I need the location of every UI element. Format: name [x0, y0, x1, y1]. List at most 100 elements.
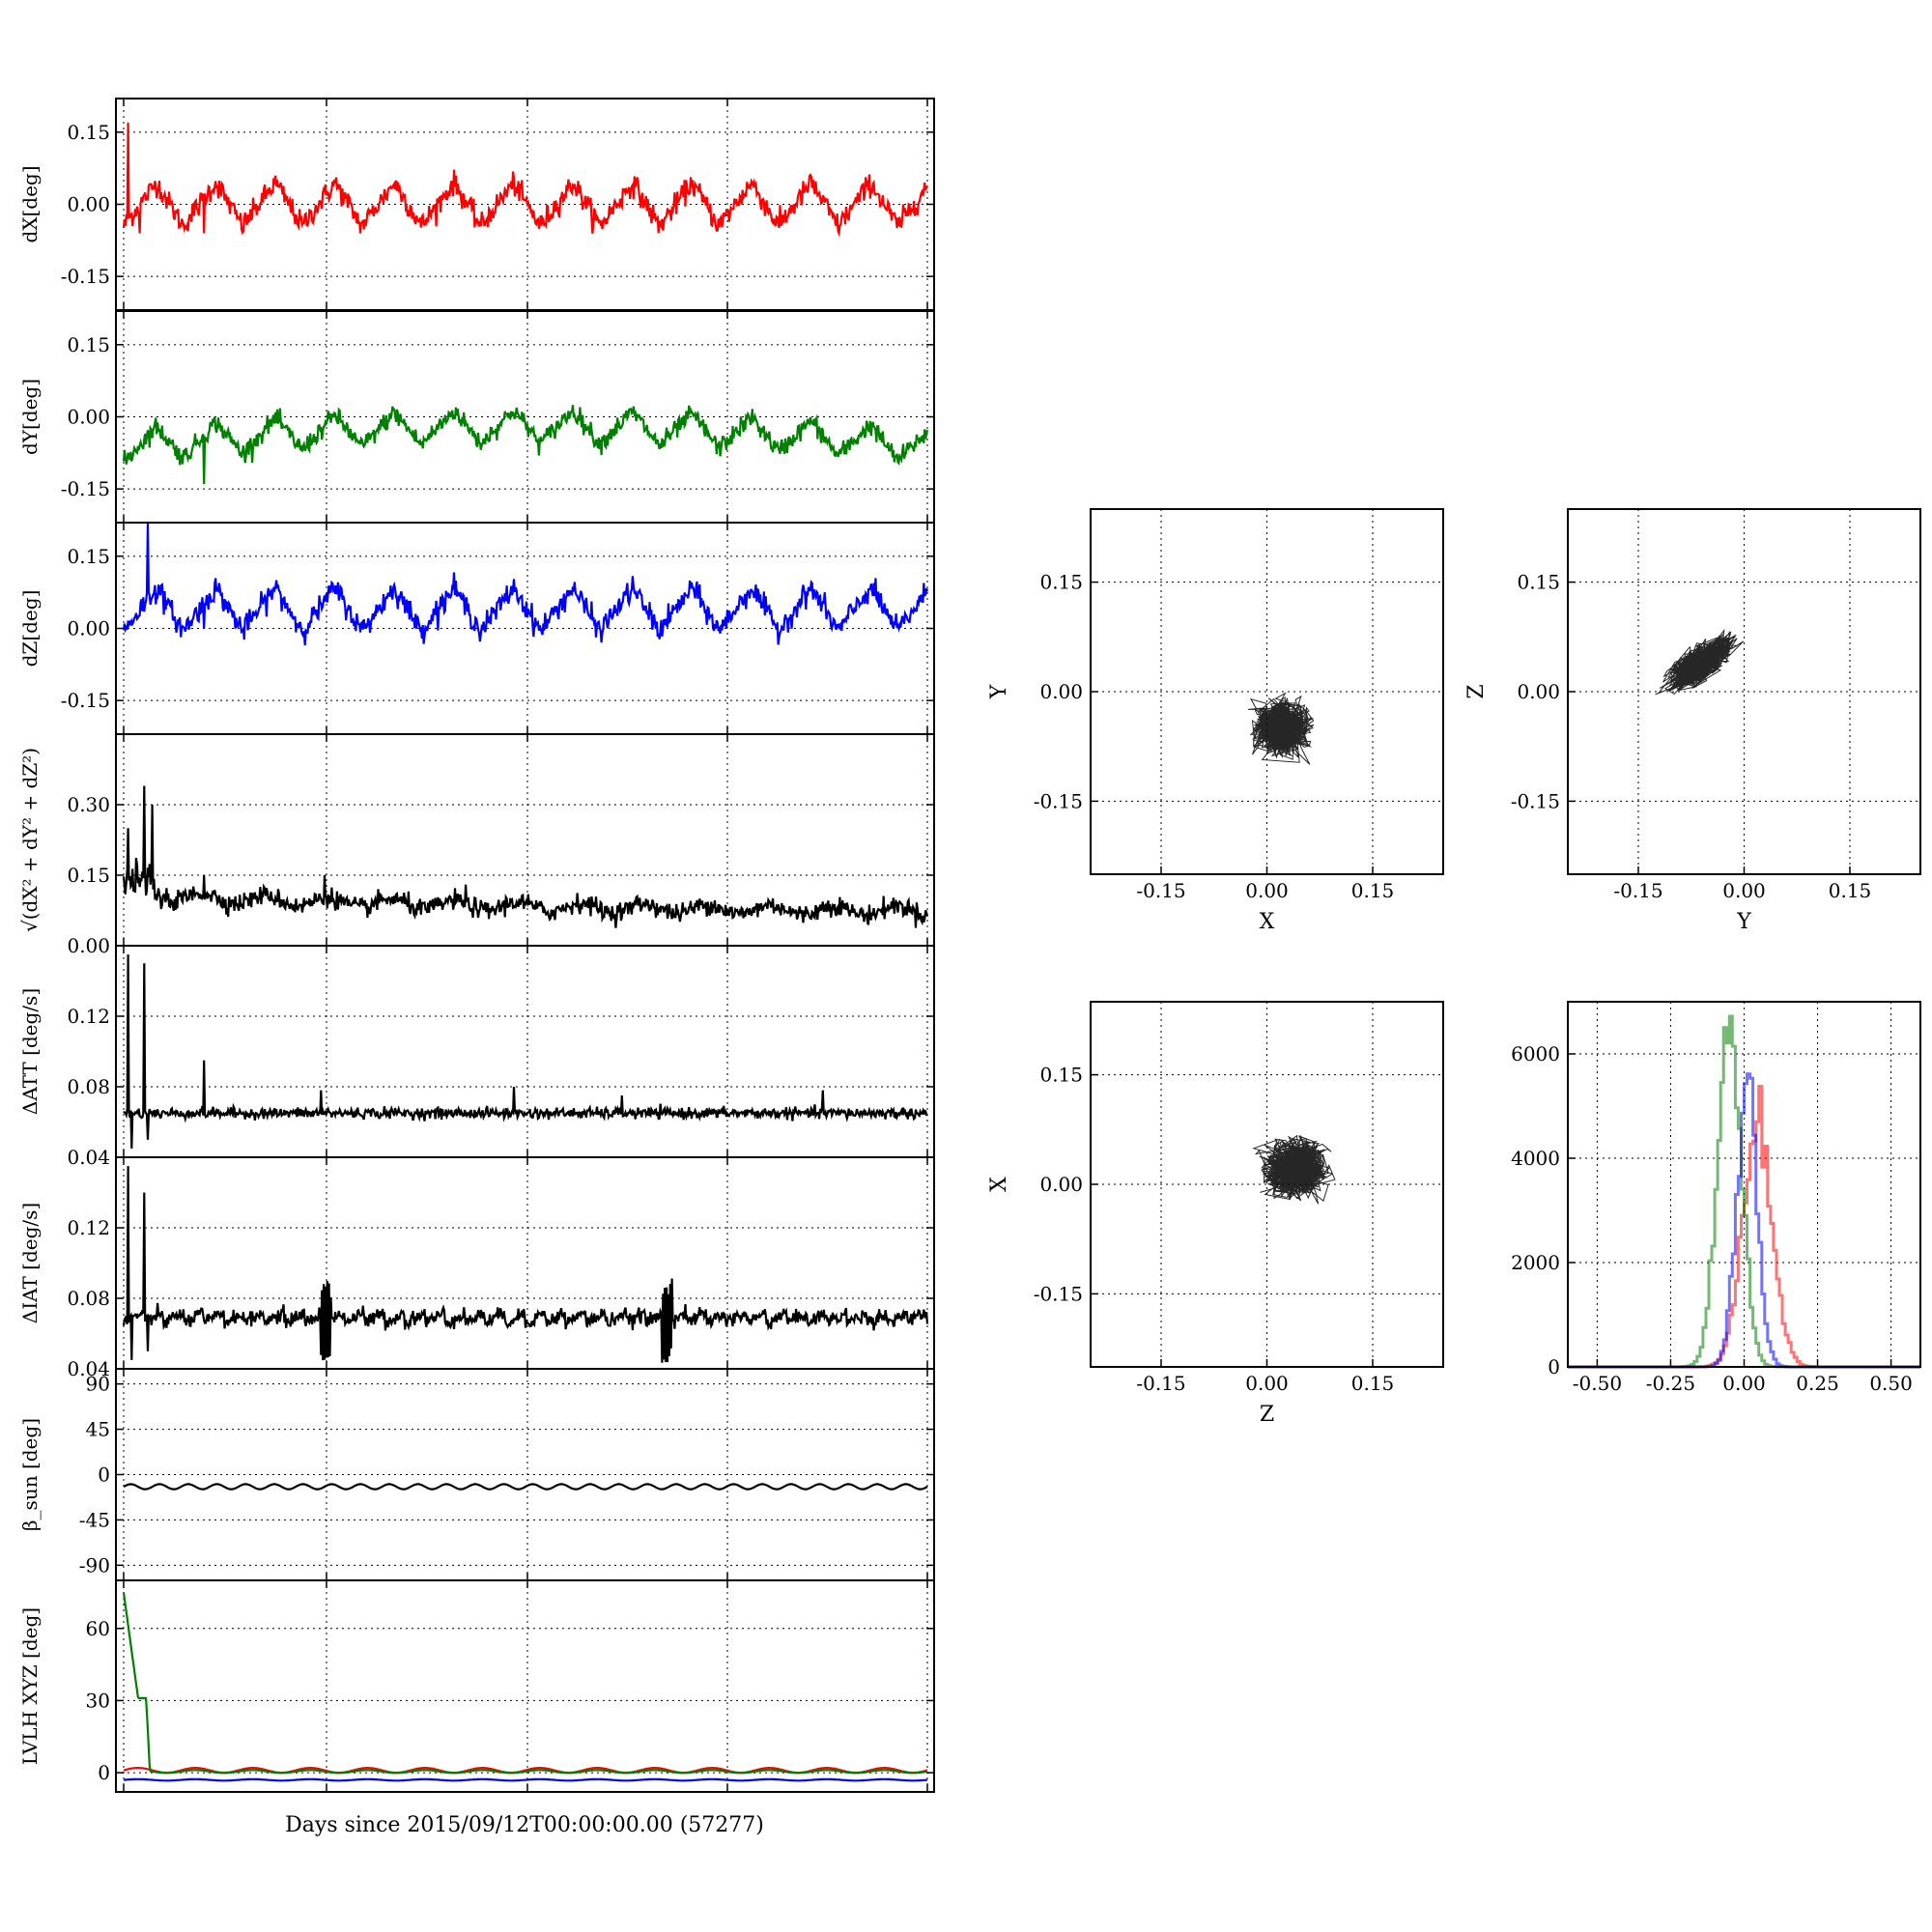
panel-sc_yz: -0.15 0.00 0.15 0.15 0.00 -0.15 Y Z: [1464, 508, 1921, 934]
y-tick-label: 0.15: [1517, 571, 1560, 594]
y-axis-label: X: [987, 1177, 1011, 1192]
y-axis-label: dX[deg]: [18, 165, 42, 242]
series-line-blue: [123, 1777, 927, 1782]
y-axis-label: ΔATT [deg/s]: [18, 988, 42, 1115]
x-tick-label: -0.50: [1573, 1372, 1622, 1395]
x-tick-label: 0.00: [1722, 879, 1766, 902]
y-axis-label: LVLH XYZ [deg]: [18, 1607, 42, 1765]
y-tick-label: -0.15: [61, 265, 110, 288]
panel-frame: [115, 1579, 935, 1793]
trajectory-path: [1655, 628, 1745, 696]
y-tick-label: 0.00: [1039, 1173, 1083, 1196]
y-tick-label: -0.15: [1034, 789, 1083, 812]
series-line-black: [122, 785, 929, 928]
x-axis-label: X: [1260, 910, 1275, 934]
panel-ts_diat: 0.12 0.08 0.04 ΔIAT [deg/s]: [18, 1156, 935, 1380]
x-tick-label: 0.25: [1796, 1372, 1839, 1395]
y-tick-label: 2000: [1511, 1251, 1560, 1274]
y-tick-label: -90: [79, 1553, 110, 1577]
y-tick-label: 0.00: [67, 406, 110, 429]
x-tick-label: -0.15: [1613, 879, 1662, 902]
series-line-green: [122, 1592, 928, 1775]
y-tick-label: 0.15: [1039, 571, 1083, 594]
y-tick-label: -0.15: [1511, 789, 1560, 812]
y-tick-label: 0: [98, 1463, 110, 1487]
panel-ts_dz: 0.15 0.00 -0.15 dZ[deg]: [18, 522, 935, 735]
panel-ts_beta: 90 45 0 -45 -90 β_sun [deg]: [18, 1368, 935, 1581]
x-axis-label: Y: [1736, 910, 1751, 934]
panel-frame: [1090, 508, 1444, 875]
panel-ts_dy: 0.15 0.00 -0.15 dY[deg]: [18, 310, 935, 524]
x-tick-label: -0.25: [1646, 1372, 1695, 1395]
panel-frame: [1567, 1001, 1921, 1368]
y-tick-label: 0.04: [67, 1146, 110, 1169]
y-axis-label: Z: [1464, 684, 1489, 698]
panel-hist: -0.50 -0.25 0.00 0.25 0.50 6000 4000 2000 0: [1511, 1001, 1921, 1395]
y-tick-label: -0.15: [61, 477, 110, 500]
y-tick-label: 0.15: [67, 121, 110, 144]
y-tick-label: 0.08: [67, 1075, 110, 1098]
y-axis-label: ΔIAT [deg/s]: [18, 1203, 42, 1323]
hist-step-red: [1568, 1085, 1920, 1369]
panel-ts_dx: 0.15 0.00 -0.15 dX[deg]: [18, 98, 935, 311]
y-tick-label: 0.00: [67, 617, 110, 640]
y-tick-label: 0.08: [67, 1287, 110, 1310]
y-tick-label: 0.00: [67, 193, 110, 216]
x-tick-label: -0.15: [1136, 879, 1185, 902]
y-tick-label: 0.15: [67, 545, 110, 568]
x-tick-label: 0.00: [1245, 1372, 1289, 1395]
y-tick-label: 0: [1548, 1355, 1560, 1378]
series-line-black: [123, 954, 928, 1149]
panel-frame: [115, 945, 935, 1158]
y-tick-label: 0.15: [67, 333, 110, 356]
panel-frame: [1567, 508, 1921, 875]
y-axis-label: dZ[deg]: [18, 590, 42, 668]
y-tick-label: -0.15: [1034, 1282, 1083, 1305]
y-tick-label: 90: [86, 1373, 110, 1396]
y-tick-label: -0.15: [61, 689, 110, 712]
panel-sc_xy: -0.15 0.00 0.15 0.15 0.00 -0.15 X Y: [987, 508, 1444, 934]
y-tick-label: 30: [86, 1689, 110, 1712]
panel-ts_mag: 0.30 0.15 0.00 √(dX² + dY² + dZ²): [18, 733, 935, 957]
series-line-black: [123, 1483, 928, 1491]
y-tick-label: 4000: [1511, 1147, 1560, 1170]
series-line-black: [122, 1166, 929, 1363]
series-line-green: [122, 405, 929, 485]
y-tick-label: 0.00: [1517, 680, 1560, 703]
panel-ts_datt: 0.12 0.08 0.04 ΔATT [deg/s]: [18, 945, 935, 1169]
y-axis-label: Y: [987, 684, 1011, 699]
x-tick-label: 0.15: [1351, 1372, 1395, 1395]
x-axis-label: Z: [1260, 1403, 1274, 1427]
x-tick-label: 0.15: [1351, 879, 1395, 902]
panel-frame: [115, 1156, 935, 1370]
y-tick-label: 0.12: [67, 1005, 110, 1028]
x-tick-label: -0.15: [1136, 1372, 1185, 1395]
series-line-blue: [122, 522, 929, 646]
y-tick-label: 6000: [1511, 1042, 1560, 1065]
y-axis-label: dY[deg]: [18, 379, 42, 455]
y-tick-label: 0.04: [67, 1357, 110, 1380]
y-axis-label: √(dX² + dY² + dZ²): [18, 748, 42, 932]
y-tick-label: 0.15: [1039, 1064, 1083, 1087]
y-tick-label: 0.12: [67, 1216, 110, 1239]
y-tick-label: 0: [98, 1761, 110, 1784]
panel-sc_zx: -0.15 0.00 0.15 0.15 0.00 -0.15 Z X: [987, 1001, 1444, 1427]
x-tick-label: 0.15: [1829, 879, 1872, 902]
y-tick-label: 0.15: [67, 864, 110, 887]
y-tick-label: 0.30: [67, 793, 110, 816]
y-tick-label: 45: [86, 1418, 110, 1441]
panel-frame: [1090, 1001, 1444, 1368]
trajectory-path: [1252, 1134, 1336, 1205]
x-axis-label-time: Days since 2015/09/12T00:00:00.00 (57277…: [285, 1813, 764, 1837]
x-tick-label: 0.50: [1869, 1372, 1913, 1395]
trajectory-path: [1247, 692, 1315, 765]
y-tick-label: 0.00: [1039, 680, 1083, 703]
x-tick-label: 0.00: [1245, 879, 1289, 902]
y-tick-label: -45: [79, 1508, 110, 1531]
y-tick-label: 0.00: [67, 934, 110, 957]
y-tick-label: 60: [86, 1617, 110, 1640]
series-line-red: [122, 122, 928, 238]
y-axis-label: β_sun [deg]: [18, 1418, 42, 1531]
panel-ts_lvlh: 60 30 0 LVLH XYZ [deg]: [18, 1579, 935, 1793]
